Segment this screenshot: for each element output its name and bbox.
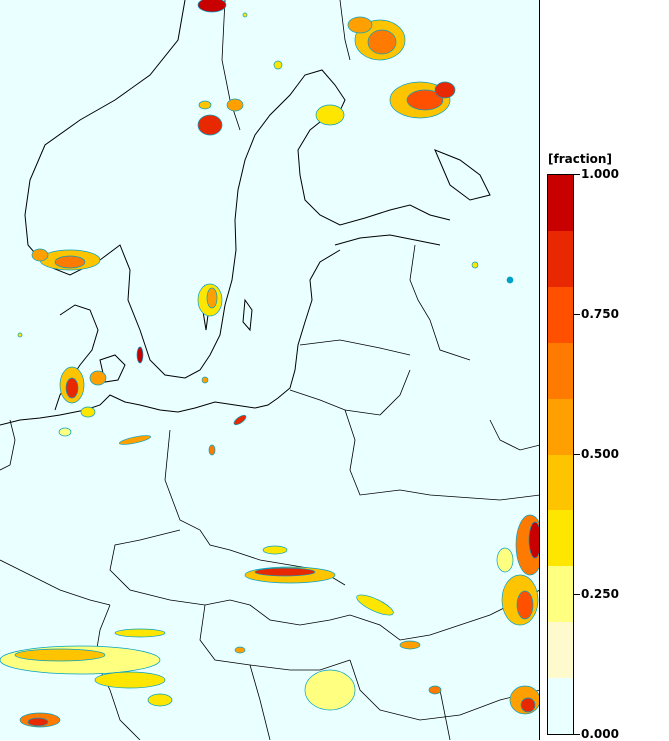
borders <box>0 0 539 740</box>
colorbar <box>547 174 574 735</box>
colorbar-tick <box>574 594 580 595</box>
fraction-contours <box>0 0 539 728</box>
colorbar-segment <box>548 454 573 511</box>
colorbar-tick <box>574 734 580 735</box>
legend-title: [fraction] <box>548 152 612 166</box>
colorbar-tick-label: 0.250 <box>581 587 619 601</box>
colorbar-tick <box>574 174 580 175</box>
colorbar-segment <box>548 677 573 734</box>
coastlines <box>0 0 491 426</box>
colorbar-segment <box>548 286 573 343</box>
colorbar-tick-label: 0.750 <box>581 307 619 321</box>
legend: [fraction] 1.000 0.750 0.500 0.250 0.000 <box>540 0 669 740</box>
colorbar-segment <box>548 621 573 679</box>
colorbar-segment <box>548 565 573 623</box>
colorbar-tick <box>574 454 580 455</box>
colorbar-segment <box>548 342 573 399</box>
colorbar-segment <box>548 398 573 455</box>
colorbar-segment <box>548 509 573 567</box>
map-svg <box>0 0 539 740</box>
colorbar-tick-label: 0.000 <box>581 727 619 741</box>
colorbar-segment <box>548 174 573 231</box>
colorbar-tick-label: 1.000 <box>581 167 619 181</box>
colorbar-tick <box>574 314 580 315</box>
colorbar-tick-label: 0.500 <box>581 447 619 461</box>
map-panel[interactable] <box>0 0 540 740</box>
colorbar-segment <box>548 230 573 287</box>
